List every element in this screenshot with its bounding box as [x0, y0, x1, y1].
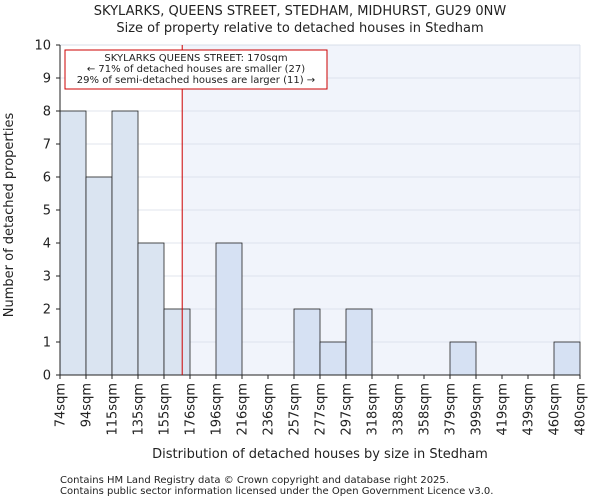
x-tick-label: 216sqm [236, 383, 251, 436]
x-tick-label: 236sqm [262, 383, 277, 436]
x-tick-label: 358sqm [418, 383, 433, 436]
y-tick-label: 10 [34, 39, 51, 54]
x-tick-label: 94sqm [80, 383, 95, 427]
bar-115sqm [111, 110, 139, 376]
x-tick-label: 176sqm [184, 383, 199, 436]
x-tick-label: 155sqm [158, 383, 173, 436]
x-tick-label: 439sqm [522, 383, 537, 436]
bar-94sqm [85, 176, 113, 376]
bar-135sqm [137, 242, 165, 376]
bar-297sqm [345, 308, 373, 376]
bar-74sqm [59, 110, 87, 376]
bar-196sqm [215, 242, 243, 376]
x-tick-label: 74sqm [54, 383, 69, 427]
y-tick-label: 3 [43, 270, 51, 285]
y-axis-label: Number of detached properties [2, 113, 17, 318]
y-tick-label: 9 [43, 72, 51, 87]
footer-line-2: Contains public sector information licen… [60, 486, 493, 497]
chart-title: SKYLARKS, QUEENS STREET, STEDHAM, MIDHUR… [94, 4, 507, 19]
y-tick-label: 2 [43, 303, 51, 318]
annotation-line-2: ← 71% of detached houses are smaller (27… [87, 64, 305, 75]
x-tick-label: 379sqm [444, 383, 459, 436]
annotation-box: SKYLARKS QUEENS STREET: 170sqm ← 71% of … [64, 49, 328, 90]
annotation-line-3: 29% of semi-detached houses are larger (… [77, 75, 315, 86]
x-tick-label: 419sqm [496, 383, 511, 436]
y-tick-label: 5 [43, 204, 51, 219]
x-tick-label: 196sqm [210, 383, 225, 436]
x-tick-label: 399sqm [470, 383, 485, 436]
x-tick-label: 277sqm [314, 383, 329, 436]
bar-460sqm [553, 341, 581, 376]
chart-subtitle: Size of property relative to detached ho… [116, 21, 483, 36]
x-axis-label: Distribution of detached houses by size … [152, 447, 488, 462]
x-tick-label: 318sqm [366, 383, 381, 436]
y-tick-label: 7 [43, 138, 51, 153]
x-tick-label: 460sqm [548, 383, 563, 436]
x-tick-label: 115sqm [106, 383, 121, 436]
x-tick-label: 257sqm [288, 383, 303, 436]
bar-257sqm [293, 308, 321, 376]
bar-155sqm [163, 308, 191, 376]
y-tick-label: 6 [43, 171, 51, 186]
x-tick-label: 135sqm [132, 383, 147, 436]
y-tick-label: 1 [43, 336, 51, 351]
x-tick-label: 297sqm [340, 383, 355, 436]
x-tick-label: 338sqm [392, 383, 407, 436]
bar-277sqm [319, 341, 347, 376]
y-tick-label: 0 [43, 369, 51, 384]
x-tick-label: 480sqm [574, 383, 589, 436]
y-tick-label: 8 [43, 105, 51, 120]
bar-379sqm [449, 341, 477, 376]
footer-line-1: Contains HM Land Registry data © Crown c… [60, 475, 449, 486]
annotation-line-1: SKYLARKS QUEENS STREET: 170sqm [104, 53, 287, 64]
y-tick-label: 4 [43, 237, 51, 252]
